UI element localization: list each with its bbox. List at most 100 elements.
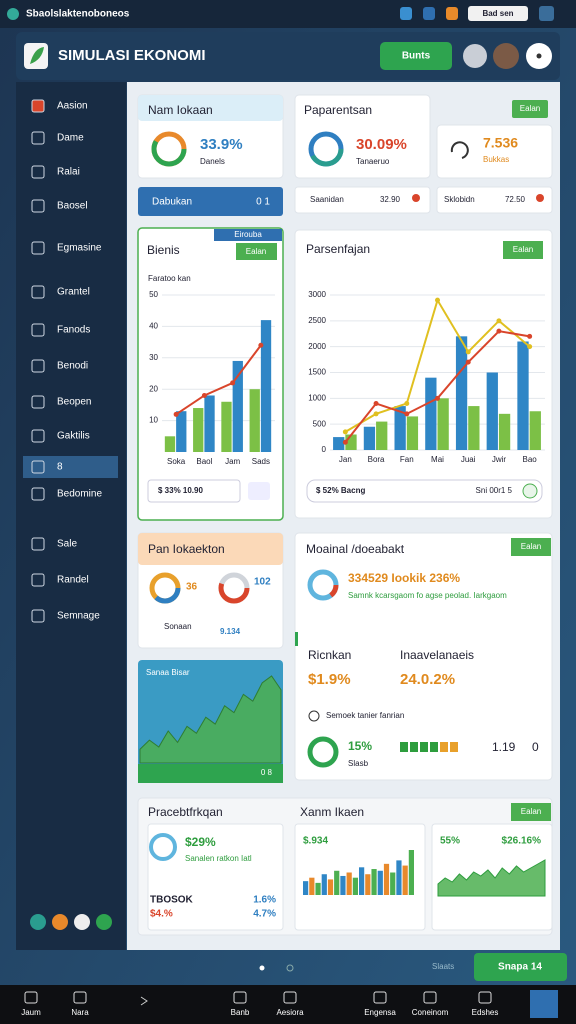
bar bbox=[437, 398, 449, 450]
card-title: Nam Iokaan bbox=[148, 103, 213, 117]
sidebar-item[interactable]: Egmasine bbox=[57, 243, 102, 254]
point bbox=[527, 344, 533, 350]
nav-label: Banb bbox=[231, 1008, 250, 1017]
sidebar-item[interactable]: Baosel bbox=[57, 201, 88, 212]
bar bbox=[377, 870, 383, 895]
right-title: Inaavelanaeis bbox=[400, 648, 474, 662]
point bbox=[527, 333, 533, 339]
avatar[interactable] bbox=[463, 44, 487, 68]
bar bbox=[303, 881, 309, 895]
bar bbox=[352, 877, 358, 895]
nav-icon[interactable] bbox=[423, 991, 437, 1004]
sidebar-icon bbox=[31, 241, 45, 255]
bar bbox=[486, 372, 498, 450]
icon bbox=[308, 710, 320, 722]
sidebar-item[interactable]: Beopen bbox=[57, 397, 91, 408]
donut-value: 15% bbox=[348, 739, 372, 753]
sidebar-item[interactable]: 8 bbox=[57, 462, 63, 473]
bar bbox=[334, 870, 340, 895]
x-tick-label: Sads bbox=[252, 457, 270, 466]
sidebar-dot[interactable] bbox=[30, 914, 46, 930]
nav-icon[interactable] bbox=[24, 991, 38, 1004]
bar bbox=[221, 401, 232, 452]
sidebar-item[interactable]: Ralai bbox=[57, 167, 80, 178]
nav-icon[interactable] bbox=[478, 991, 492, 1004]
sidebar-item[interactable]: Dame bbox=[57, 133, 84, 144]
y-tick-label: 2000 bbox=[308, 342, 326, 351]
pin bbox=[412, 194, 420, 202]
card-value: 55% bbox=[440, 836, 460, 847]
donut bbox=[149, 833, 177, 861]
nav-label: Jaum bbox=[21, 1008, 41, 1017]
sidebar-item[interactable]: Gaktilis bbox=[57, 431, 90, 442]
bar bbox=[363, 426, 376, 450]
card-label: Tanaeruo bbox=[356, 157, 390, 166]
bar bbox=[327, 879, 334, 895]
sidebar-item[interactable]: Bedomine bbox=[57, 489, 102, 500]
bar bbox=[260, 320, 272, 452]
page-dot[interactable] bbox=[259, 965, 265, 971]
card-label: Danels bbox=[200, 157, 225, 166]
badge-label: Ealan bbox=[520, 104, 540, 113]
card bbox=[147, 823, 284, 931]
sidebar-dot[interactable] bbox=[74, 914, 90, 930]
y-tick-label: 2500 bbox=[308, 316, 326, 325]
header-button-label: Bunts bbox=[402, 51, 431, 62]
sidebar-item[interactable]: Randel bbox=[57, 575, 89, 586]
refresh[interactable] bbox=[522, 483, 538, 499]
bar bbox=[402, 865, 408, 895]
y-tick-label: 1000 bbox=[308, 393, 326, 402]
sidebar-item[interactable]: Aasion bbox=[57, 101, 88, 112]
page-dot[interactable] bbox=[286, 964, 294, 972]
y-tick-label: 10 bbox=[149, 416, 158, 425]
card bbox=[294, 532, 553, 781]
sidebar-icon bbox=[31, 537, 45, 551]
sidebar-item[interactable]: Semnage bbox=[57, 611, 100, 622]
close-icon[interactable] bbox=[539, 6, 554, 21]
card-header bbox=[138, 533, 283, 565]
nav-icon[interactable] bbox=[73, 991, 87, 1004]
sidebar-active[interactable] bbox=[23, 456, 118, 478]
icon bbox=[423, 7, 435, 20]
tag-label: Eirouba bbox=[234, 230, 262, 239]
nav-icon[interactable] bbox=[140, 996, 148, 1006]
bar bbox=[365, 874, 371, 895]
pager-label: Slaats bbox=[432, 962, 454, 971]
pager-button-label: Snapa 14 bbox=[498, 962, 542, 973]
nav-active[interactable] bbox=[530, 990, 558, 1018]
left-title: Ricnkan bbox=[308, 648, 351, 662]
sidebar-item[interactable]: Fanods bbox=[57, 325, 90, 336]
sidebar-dot[interactable] bbox=[52, 914, 68, 930]
row-left: $4.% bbox=[150, 909, 173, 920]
headline: 334529 Iookik 236% bbox=[348, 571, 460, 585]
sidebar-icon bbox=[31, 99, 45, 113]
card-value: $29% bbox=[185, 835, 216, 849]
avatar[interactable] bbox=[493, 43, 519, 69]
x-tick-label: Baol bbox=[196, 457, 212, 466]
chart-subtitle: Faratoo kan bbox=[148, 274, 191, 283]
sidebar-item[interactable]: Benodi bbox=[57, 361, 88, 372]
sidebar-dot[interactable] bbox=[96, 914, 112, 930]
donut-arc bbox=[151, 131, 187, 167]
badge bbox=[503, 241, 543, 259]
sidebar-item[interactable]: Sale bbox=[57, 539, 77, 550]
sidebar-item[interactable]: Grantel bbox=[57, 287, 90, 298]
area bbox=[437, 859, 546, 897]
bar bbox=[345, 434, 357, 450]
tag bbox=[214, 229, 282, 241]
nav-icon[interactable] bbox=[283, 991, 297, 1004]
y-tick-label: 3000 bbox=[308, 290, 326, 299]
header-button[interactable] bbox=[380, 42, 452, 70]
pill[interactable] bbox=[306, 479, 543, 503]
nav-icon[interactable] bbox=[233, 991, 247, 1004]
account-chip[interactable] bbox=[468, 6, 528, 21]
pill-button[interactable] bbox=[248, 482, 270, 500]
bar bbox=[176, 411, 187, 452]
stat: 0 bbox=[532, 740, 539, 754]
chart-title: Parsenfajan bbox=[306, 242, 370, 256]
pill[interactable] bbox=[147, 479, 241, 503]
pager-button[interactable] bbox=[474, 953, 567, 981]
bar bbox=[408, 850, 414, 895]
strip[interactable] bbox=[138, 187, 283, 216]
nav-icon[interactable] bbox=[373, 991, 387, 1004]
